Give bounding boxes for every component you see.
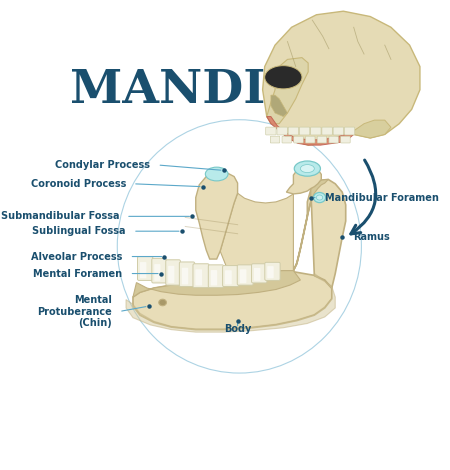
FancyBboxPatch shape xyxy=(152,258,166,283)
FancyBboxPatch shape xyxy=(140,262,146,278)
FancyBboxPatch shape xyxy=(182,268,188,284)
FancyBboxPatch shape xyxy=(277,127,287,135)
FancyBboxPatch shape xyxy=(344,127,355,135)
Ellipse shape xyxy=(301,164,315,172)
Ellipse shape xyxy=(316,195,323,200)
FancyBboxPatch shape xyxy=(288,127,298,135)
Text: Mental Foramen: Mental Foramen xyxy=(33,268,122,279)
Polygon shape xyxy=(354,120,391,138)
Text: Coronoid Process: Coronoid Process xyxy=(31,179,126,189)
Polygon shape xyxy=(267,117,354,145)
FancyBboxPatch shape xyxy=(282,136,292,143)
FancyBboxPatch shape xyxy=(333,127,343,135)
Polygon shape xyxy=(287,167,321,194)
Polygon shape xyxy=(196,172,238,259)
Polygon shape xyxy=(267,58,308,124)
Polygon shape xyxy=(220,193,293,277)
Text: Ramus: Ramus xyxy=(353,232,389,243)
Polygon shape xyxy=(271,95,288,117)
FancyBboxPatch shape xyxy=(299,127,310,135)
FancyBboxPatch shape xyxy=(306,136,315,143)
FancyBboxPatch shape xyxy=(270,136,280,143)
Ellipse shape xyxy=(265,66,302,89)
Text: Alveolar Process: Alveolar Process xyxy=(31,251,122,261)
FancyBboxPatch shape xyxy=(254,268,261,281)
FancyBboxPatch shape xyxy=(223,266,238,287)
FancyBboxPatch shape xyxy=(237,265,253,285)
Ellipse shape xyxy=(205,167,228,181)
FancyBboxPatch shape xyxy=(154,264,160,281)
FancyBboxPatch shape xyxy=(267,266,274,278)
Polygon shape xyxy=(263,11,420,145)
Ellipse shape xyxy=(294,161,320,176)
Text: Body: Body xyxy=(224,323,251,334)
FancyBboxPatch shape xyxy=(208,265,224,288)
Ellipse shape xyxy=(159,299,166,306)
FancyBboxPatch shape xyxy=(329,136,338,143)
Text: Sublingual Fossa: Sublingual Fossa xyxy=(32,226,126,236)
FancyBboxPatch shape xyxy=(180,262,195,287)
Polygon shape xyxy=(126,274,335,332)
Text: Submandibular Fossa: Submandibular Fossa xyxy=(0,212,119,221)
FancyBboxPatch shape xyxy=(168,266,174,283)
Polygon shape xyxy=(133,271,332,329)
Text: Condylar Process: Condylar Process xyxy=(55,160,150,170)
Polygon shape xyxy=(293,180,328,271)
Polygon shape xyxy=(133,271,301,297)
Ellipse shape xyxy=(314,193,326,203)
FancyArrowPatch shape xyxy=(351,160,376,234)
FancyBboxPatch shape xyxy=(310,127,321,135)
FancyBboxPatch shape xyxy=(265,262,280,281)
FancyBboxPatch shape xyxy=(266,127,276,135)
FancyBboxPatch shape xyxy=(341,136,350,143)
FancyBboxPatch shape xyxy=(166,260,180,285)
FancyBboxPatch shape xyxy=(317,136,327,143)
Text: Mental
Protuberance
(Chin): Mental Protuberance (Chin) xyxy=(37,295,112,328)
FancyBboxPatch shape xyxy=(211,270,217,285)
FancyBboxPatch shape xyxy=(138,257,153,281)
FancyBboxPatch shape xyxy=(294,136,303,143)
FancyBboxPatch shape xyxy=(193,264,209,288)
FancyBboxPatch shape xyxy=(240,269,247,283)
FancyBboxPatch shape xyxy=(322,127,332,135)
FancyBboxPatch shape xyxy=(225,270,232,284)
Text: MANDIBLE: MANDIBLE xyxy=(70,67,375,113)
FancyBboxPatch shape xyxy=(195,269,202,285)
Text: Mandibular Foramen: Mandibular Foramen xyxy=(325,193,439,203)
FancyBboxPatch shape xyxy=(252,264,267,283)
Polygon shape xyxy=(283,180,346,288)
